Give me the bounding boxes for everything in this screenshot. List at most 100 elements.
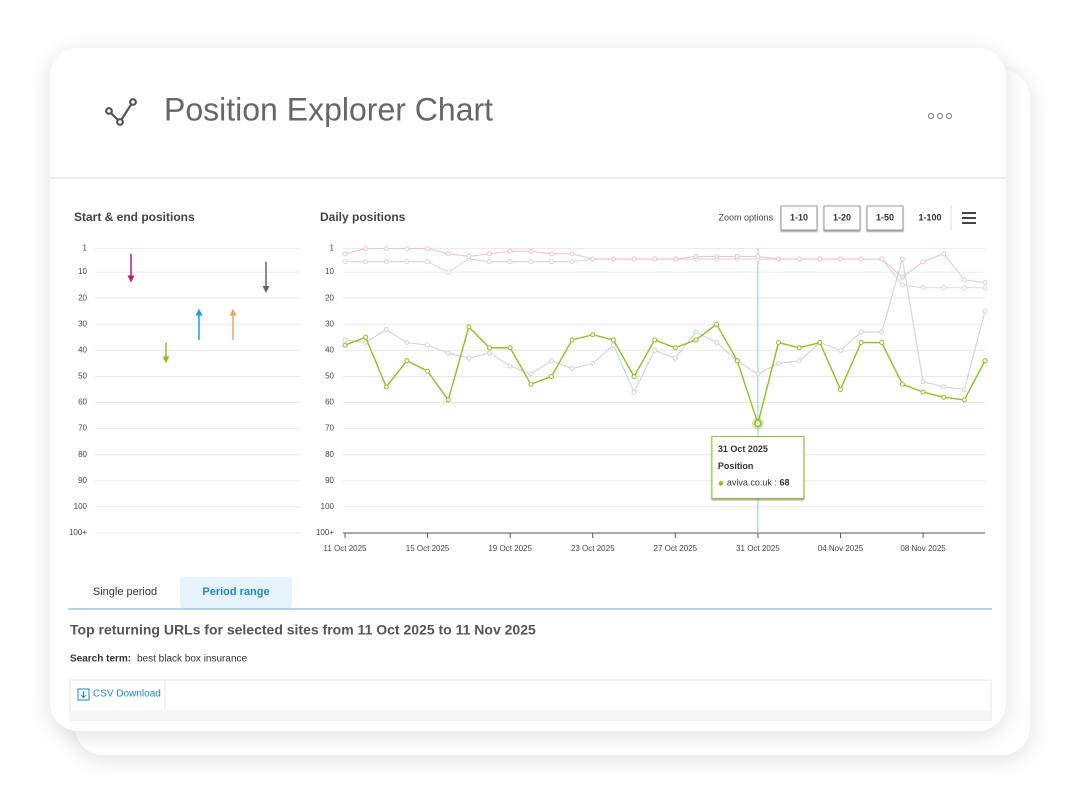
x-tick-label: 31 Oct 2025 <box>736 544 780 553</box>
data-point <box>714 340 720 346</box>
data-point <box>363 259 369 265</box>
data-point <box>528 371 534 377</box>
zoom-option[interactable]: 1-100 <box>918 212 941 222</box>
data-point <box>982 358 988 364</box>
download-icon[interactable] <box>77 688 90 701</box>
tooltip-value: 68 <box>779 478 789 488</box>
data-point <box>487 259 493 265</box>
x-tick-label: 15 Oct 2025 <box>406 544 450 553</box>
chart-title: Daily positions <box>320 210 406 224</box>
x-tick-label: 19 Oct 2025 <box>488 544 532 553</box>
data-point <box>425 246 431 252</box>
position-arrow <box>162 342 170 364</box>
data-point <box>755 371 761 377</box>
tooltip-series: aviva.co.uk : 68 <box>727 478 790 488</box>
data-point <box>858 329 864 335</box>
y-tick-label: 60 <box>78 398 87 407</box>
data-point <box>693 329 699 335</box>
data-point <box>755 253 761 259</box>
data-point <box>507 363 513 369</box>
data-point <box>776 256 782 262</box>
data-point <box>404 259 410 265</box>
search-term: best black box insurance <box>137 654 248 665</box>
card <box>50 48 1006 731</box>
position-arrow <box>262 261 270 293</box>
zoom-option[interactable]: 1-10 <box>790 212 808 222</box>
data-point <box>404 246 410 252</box>
tab[interactable]: Period range <box>202 586 269 598</box>
x-tick-label: 23 Oct 2025 <box>571 544 615 553</box>
data-point <box>404 340 410 346</box>
data-point <box>796 345 802 351</box>
y-tick-label: 30 <box>78 319 87 328</box>
hamburger-menu[interactable] <box>962 212 976 224</box>
arrow-head <box>127 275 135 283</box>
data-point <box>672 345 678 351</box>
data-point <box>652 337 658 343</box>
y-tick-label: 100 <box>321 502 335 511</box>
data-point <box>425 259 431 265</box>
data-point <box>548 373 554 379</box>
data-point <box>776 360 782 366</box>
data-point <box>445 251 451 257</box>
y-tick-label: 80 <box>78 450 87 459</box>
y-tick-label: 1 <box>330 244 335 253</box>
active-tab[interactable] <box>180 577 292 609</box>
csv-download[interactable]: CSV Download <box>93 689 161 700</box>
data-point <box>631 373 637 379</box>
x-tick-label: 08 Nov 2025 <box>900 544 946 553</box>
zoom-option[interactable]: 1-20 <box>833 212 851 222</box>
y-tick-label: 60 <box>325 398 334 407</box>
series-line <box>344 323 986 426</box>
arrow-head <box>262 285 270 293</box>
y-tick-label: 100+ <box>316 528 334 537</box>
data-point <box>982 308 988 314</box>
y-tick-label: 100+ <box>69 528 87 537</box>
arrow-head <box>229 308 237 316</box>
data-point <box>569 259 575 265</box>
zoom-button[interactable] <box>866 205 904 231</box>
data-point <box>466 324 472 330</box>
data-point <box>920 379 926 385</box>
data-point <box>672 355 678 361</box>
data-point <box>941 394 947 400</box>
data-point <box>425 342 431 348</box>
data-point <box>363 334 369 340</box>
y-tick-label: 20 <box>325 293 334 302</box>
tooltip-series-name: aviva.co.uk <box>727 478 773 488</box>
data-point <box>920 389 926 395</box>
data-point <box>342 337 348 343</box>
data-point <box>610 342 616 348</box>
data-point <box>445 397 451 403</box>
data-point <box>672 256 678 262</box>
more-menu[interactable] <box>927 112 953 120</box>
data-point <box>961 277 967 283</box>
y-tick-label: 80 <box>325 450 334 459</box>
data-point <box>425 368 431 374</box>
data-point <box>507 248 513 254</box>
data-point <box>837 386 843 392</box>
tab[interactable]: Single period <box>93 586 157 598</box>
data-point <box>383 259 389 265</box>
position-arrow <box>127 253 135 283</box>
data-point <box>982 285 988 291</box>
zoom-option[interactable]: 1-50 <box>876 212 894 222</box>
data-point <box>569 251 575 257</box>
data-point <box>920 285 926 291</box>
series-line <box>344 248 986 284</box>
page-title: Position Explorer Chart <box>164 91 493 127</box>
data-point <box>466 253 472 259</box>
y-tick-label: 50 <box>325 372 334 381</box>
tooltip <box>711 435 805 499</box>
zoom-label: Zoom options <box>718 212 773 222</box>
data-point <box>837 256 843 262</box>
data-point <box>404 358 410 364</box>
arrow-head <box>162 356 170 364</box>
zoom-button[interactable] <box>780 205 818 231</box>
zoom-button[interactable] <box>823 205 861 231</box>
data-point <box>858 340 864 346</box>
data-point <box>837 347 843 353</box>
y-tick-label: 40 <box>78 345 87 354</box>
y-tick-label: 90 <box>78 476 87 485</box>
data-point <box>982 280 988 286</box>
